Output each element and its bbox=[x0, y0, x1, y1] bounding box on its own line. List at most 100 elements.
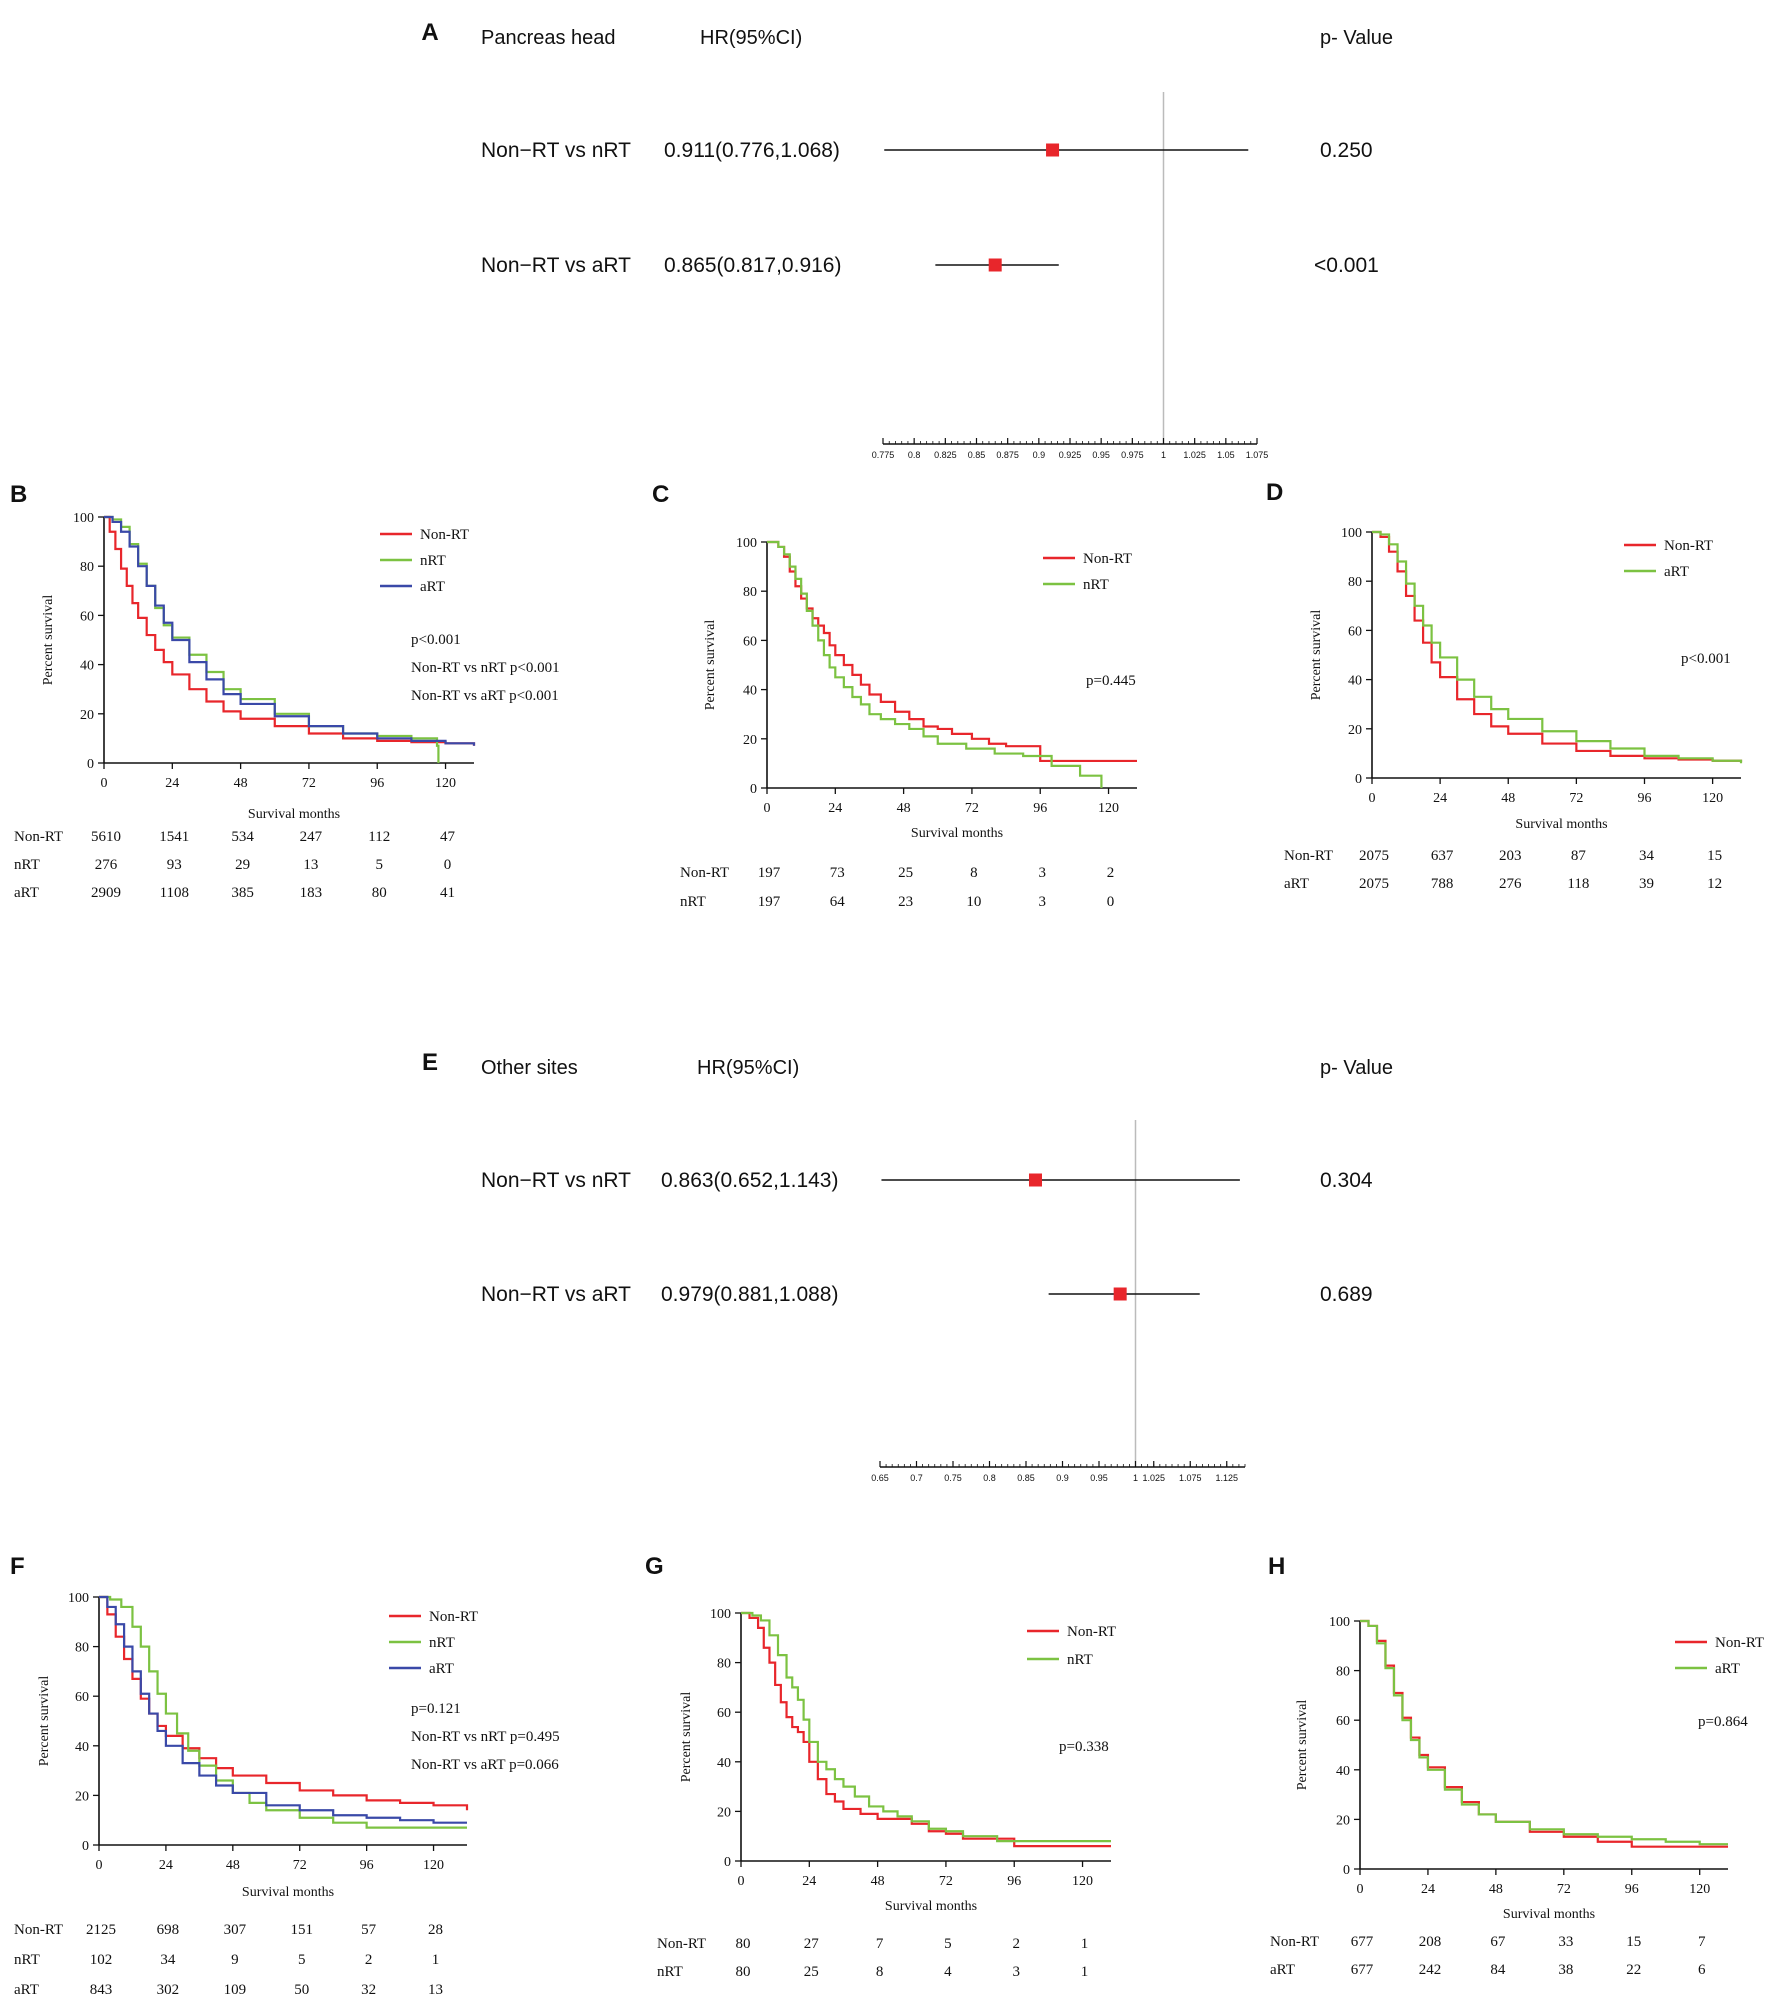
risk-table-value: 80 bbox=[736, 1936, 751, 1952]
x-tick-label: 120 bbox=[1689, 1882, 1710, 1897]
risk-table-value: 276 bbox=[1499, 876, 1522, 892]
forest-tick-label: 1.125 bbox=[1215, 1473, 1238, 1483]
risk-table-value: 109 bbox=[224, 1982, 247, 1994]
km-curve-art bbox=[1372, 530, 1743, 764]
risk-table-value: 2 bbox=[365, 1952, 373, 1968]
legend-label: Non-RT bbox=[429, 1609, 478, 1625]
risk-table-value: 25 bbox=[804, 1964, 819, 1980]
legend-label: Non-RT bbox=[1715, 1635, 1764, 1651]
risk-table-value: 2125 bbox=[86, 1922, 116, 1938]
forest-row-label: Non−RT vs nRT bbox=[481, 139, 631, 162]
risk-table-value: 3 bbox=[1038, 894, 1046, 910]
x-axis-title: Survival months bbox=[885, 1899, 977, 1914]
km-curve-non-rt bbox=[1360, 1619, 1728, 1848]
risk-table-value: 41 bbox=[440, 885, 455, 901]
x-axis-title: Survival months bbox=[248, 807, 340, 822]
panel-label-A: A bbox=[421, 19, 438, 46]
risk-table-value: 23 bbox=[898, 894, 913, 910]
risk-table-value: 29 bbox=[235, 857, 250, 873]
risk-table-value: 73 bbox=[830, 865, 845, 881]
forest-p-header: p- Value bbox=[1320, 1057, 1393, 1079]
y-tick-label: 60 bbox=[75, 1690, 89, 1705]
legend-label: aRT bbox=[1715, 1661, 1740, 1677]
y-tick-label: 40 bbox=[743, 684, 757, 699]
risk-table-value: 302 bbox=[157, 1982, 180, 1994]
p-value-annotation: p=0.864 bbox=[1698, 1714, 1748, 1730]
x-tick-label: 72 bbox=[1557, 1882, 1571, 1897]
km-curve-art bbox=[104, 515, 476, 746]
x-tick-label: 120 bbox=[1098, 801, 1119, 816]
risk-table-value: 38 bbox=[1558, 1962, 1573, 1978]
risk-table-value: 25 bbox=[898, 865, 913, 881]
y-tick-label: 80 bbox=[1348, 575, 1362, 590]
risk-table-value: 1541 bbox=[159, 829, 189, 845]
risk-table-value: 0 bbox=[444, 857, 452, 873]
y-tick-label: 20 bbox=[1348, 723, 1362, 738]
y-tick-label: 80 bbox=[75, 1641, 89, 1656]
forest-hr-marker bbox=[1113, 1287, 1127, 1301]
risk-table-row-label: nRT bbox=[14, 1952, 40, 1968]
risk-table-value: 8 bbox=[970, 865, 978, 881]
forest-row-p: <0.001 bbox=[1314, 254, 1379, 277]
forest-row-p: 0.304 bbox=[1320, 1169, 1373, 1192]
risk-table-value: 64 bbox=[830, 894, 846, 910]
risk-table-value: 22 bbox=[1626, 1962, 1641, 1978]
risk-table-value: 34 bbox=[160, 1952, 176, 1968]
y-tick-label: 60 bbox=[743, 634, 757, 649]
risk-table-value: 67 bbox=[1490, 1934, 1506, 1950]
km-curve-nrt bbox=[767, 540, 1103, 788]
y-tick-label: 40 bbox=[717, 1756, 731, 1771]
x-tick-label: 0 bbox=[1369, 791, 1376, 806]
risk-table-value: 1 bbox=[1081, 1964, 1089, 1980]
km-curve-non-rt bbox=[99, 1595, 469, 1811]
x-tick-label: 120 bbox=[435, 776, 456, 791]
y-tick-label: 100 bbox=[68, 1591, 89, 1606]
risk-table-value: 80 bbox=[736, 1964, 751, 1980]
legend-label: Non-RT bbox=[420, 527, 469, 543]
risk-table-value: 7 bbox=[876, 1936, 884, 1952]
risk-table-value: 47 bbox=[440, 829, 456, 845]
legend-label: aRT bbox=[1664, 564, 1689, 580]
risk-table-value: 1108 bbox=[160, 885, 189, 901]
panel-label-G: G bbox=[645, 1553, 664, 1580]
risk-table-value: 5 bbox=[298, 1952, 306, 1968]
forest-tick-label: 1.075 bbox=[1179, 1473, 1202, 1483]
x-tick-label: 96 bbox=[1625, 1882, 1639, 1897]
km-curve-nrt bbox=[741, 1611, 1111, 1843]
risk-table-row-label: Non-RT bbox=[680, 865, 729, 881]
y-tick-label: 20 bbox=[743, 733, 757, 748]
y-tick-label: 40 bbox=[1348, 674, 1362, 689]
risk-table-value: 3 bbox=[1012, 1964, 1020, 1980]
p-value-annotation: Non-RT vs nRT p=0.495 bbox=[411, 1729, 560, 1745]
panel-label-D: D bbox=[1266, 479, 1283, 506]
x-tick-label: 24 bbox=[159, 1858, 173, 1873]
forest-hr-marker bbox=[1046, 143, 1060, 157]
forest-tick-label: 1.025 bbox=[1142, 1473, 1165, 1483]
x-tick-label: 0 bbox=[738, 1874, 745, 1889]
p-value-annotation: p=0.338 bbox=[1059, 1739, 1109, 1755]
y-tick-label: 40 bbox=[80, 659, 94, 674]
risk-table-value: 34 bbox=[1639, 848, 1655, 864]
risk-table-value: 534 bbox=[231, 829, 254, 845]
x-tick-label: 48 bbox=[1489, 1882, 1503, 1897]
risk-table-value: 307 bbox=[224, 1922, 247, 1938]
risk-table-row-label: nRT bbox=[657, 1964, 683, 1980]
risk-table-row-label: Non-RT bbox=[14, 829, 63, 845]
risk-table-value: 197 bbox=[758, 865, 781, 881]
risk-table-value: 84 bbox=[1490, 1962, 1506, 1978]
y-tick-label: 60 bbox=[1348, 624, 1362, 639]
risk-table-row-label: Non-RT bbox=[1270, 1934, 1319, 1950]
risk-table-value: 50 bbox=[294, 1982, 309, 1994]
forest-row-p: 0.689 bbox=[1320, 1283, 1373, 1306]
risk-table-row-label: aRT bbox=[14, 1982, 39, 1994]
risk-table-value: 15 bbox=[1626, 1934, 1641, 1950]
p-value-annotation: p=0.445 bbox=[1086, 673, 1136, 689]
forest-tick-label: 0.7 bbox=[910, 1473, 923, 1483]
risk-table-value: 183 bbox=[300, 885, 323, 901]
forest-tick-label: 0.875 bbox=[996, 450, 1019, 460]
y-axis-title: Percent survival bbox=[703, 620, 718, 711]
x-tick-label: 24 bbox=[1421, 1882, 1435, 1897]
risk-table-value: 102 bbox=[90, 1952, 113, 1968]
